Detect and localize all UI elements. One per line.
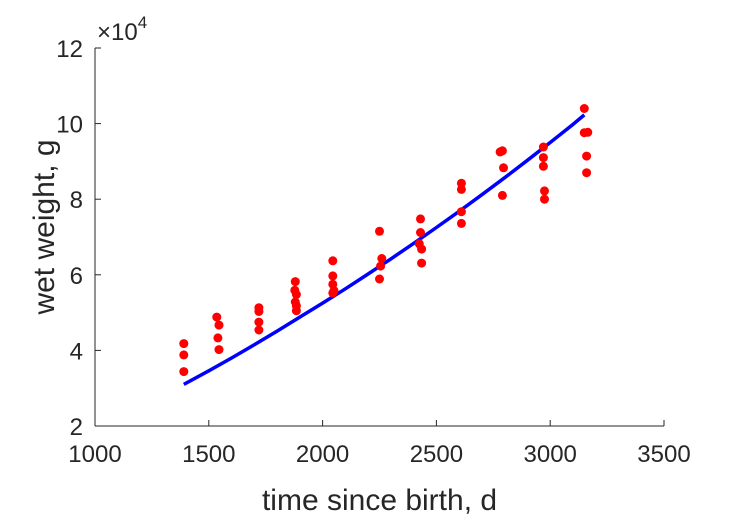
data-point — [582, 168, 592, 178]
x-tick-label: 3000 — [524, 441, 577, 468]
y-exponent-base: ×10 — [97, 19, 138, 46]
data-point — [375, 226, 384, 236]
y-exponent-power: 4 — [138, 13, 147, 32]
x-axis-label: time since birth, d — [262, 484, 497, 517]
data-point — [499, 163, 508, 173]
data-point — [328, 256, 338, 266]
data-point — [328, 271, 338, 281]
data-point — [254, 325, 264, 335]
data-point — [377, 254, 387, 263]
data-point — [291, 306, 301, 316]
data-point — [214, 320, 224, 330]
data-point — [582, 151, 592, 161]
x-tick-label: 1000 — [68, 441, 121, 468]
x-tick-label: 3500 — [637, 441, 690, 468]
x-tick-label: 2000 — [296, 441, 349, 468]
y-tick-label: 12 — [56, 36, 83, 63]
data-point — [497, 190, 507, 200]
data-point — [538, 142, 548, 152]
data-point — [290, 277, 300, 287]
model-curve — [182, 113, 586, 386]
y-tick-label: 2 — [70, 414, 83, 441]
x-ticks: 1000 1500 2000 2500 3000 3500 — [68, 420, 691, 468]
data-point — [538, 161, 548, 171]
x-tick-label: 2500 — [410, 441, 463, 468]
data-point — [375, 274, 384, 284]
y-ticks: 2 4 6 8 10 12 — [56, 36, 101, 441]
y-tick-label: 10 — [56, 112, 83, 139]
data-point — [179, 367, 189, 377]
axes — [94, 48, 664, 427]
data-point — [579, 104, 589, 113]
data-point — [212, 312, 222, 322]
data-point — [417, 244, 427, 254]
data-point — [583, 127, 593, 137]
data-point — [291, 290, 301, 299]
data-point — [540, 194, 549, 204]
data-point — [213, 333, 223, 343]
y-tick-label: 4 — [70, 338, 83, 365]
data-point — [179, 350, 189, 360]
y-tick-label: 8 — [70, 187, 83, 214]
data-point — [416, 228, 425, 237]
data-point — [540, 186, 549, 196]
data-point — [456, 184, 466, 194]
data-point — [179, 339, 189, 349]
data-point — [328, 288, 338, 298]
data-point — [497, 146, 507, 156]
data-point — [456, 218, 466, 228]
data-point — [456, 207, 466, 217]
y-exponent-label: ×104 — [97, 13, 147, 46]
series-layer — [179, 104, 593, 386]
data-point — [376, 261, 386, 271]
x-tick-label: 1500 — [182, 441, 235, 468]
data-point — [416, 214, 425, 224]
y-tick-label: 6 — [70, 263, 83, 290]
data-point — [538, 153, 548, 163]
data-point — [417, 258, 427, 268]
y-axis-label: wet weight, g — [28, 139, 61, 315]
data-point — [254, 307, 264, 316]
data-point — [214, 345, 224, 355]
data-point — [254, 317, 264, 327]
